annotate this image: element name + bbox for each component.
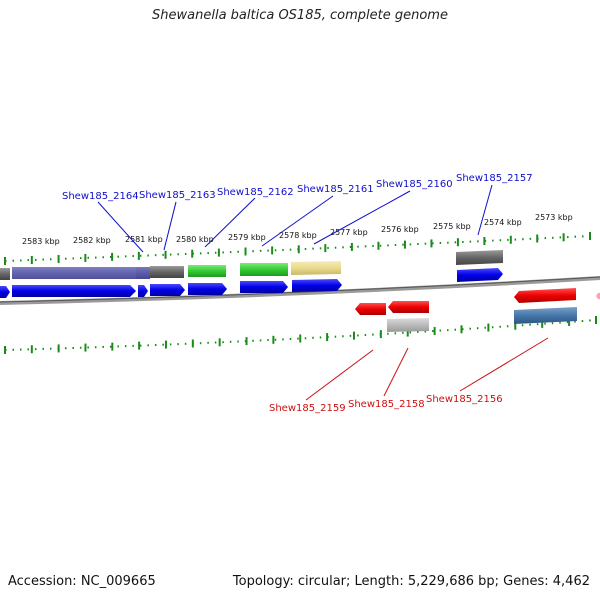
- map-title: Shewanella baltica OS185, complete genom…: [152, 8, 448, 23]
- kbp-label: 2574 kbp: [484, 218, 522, 227]
- reverse-strand-genes: [355, 288, 600, 315]
- forward-gene-arrow[interactable]: [138, 285, 148, 297]
- reverse-gene-arrow[interactable]: [355, 303, 386, 315]
- gene-block[interactable]: [456, 250, 503, 265]
- kbp-label: 2579 kbp: [228, 233, 266, 242]
- forward-strand-genes: [0, 268, 503, 298]
- reverse-gene-arrow[interactable]: [388, 301, 429, 313]
- gene-label[interactable]: Shew185_2160: [376, 179, 453, 190]
- forward-gene-arrow[interactable]: [150, 284, 185, 296]
- gene-label[interactable]: Shew185_2162: [217, 187, 294, 198]
- gene-label[interactable]: Shew185_2159: [269, 403, 346, 414]
- forward-gene-arrow[interactable]: [240, 281, 288, 293]
- gene-block[interactable]: [12, 267, 136, 279]
- kbp-label: 2581 kbp: [125, 235, 163, 244]
- reverse-gene-labels: Shew185_2159 Shew185_2158 Shew185_2156: [269, 394, 503, 414]
- gene-block[interactable]: [514, 307, 577, 324]
- gene-label[interactable]: Shew185_2161: [297, 184, 374, 195]
- kbp-label: 2576 kbp: [381, 225, 419, 234]
- kbp-label: 2582 kbp: [73, 236, 111, 245]
- outer-tick-ruler: [4, 232, 591, 265]
- forward-gene-labels: Shew185_2164 Shew185_2163 Shew185_2162 S…: [62, 173, 533, 202]
- gene-label[interactable]: Shew185_2164: [62, 191, 139, 202]
- accession-label: Accession: NC_009665: [8, 574, 156, 589]
- gene-block[interactable]: [188, 265, 226, 277]
- gene-label[interactable]: Shew185_2158: [348, 399, 425, 410]
- genome-backbone: [0, 276, 600, 305]
- genome-summary: Topology: circular; Length: 5,229,686 bp…: [232, 574, 590, 589]
- gene-block[interactable]: [291, 261, 341, 275]
- forward-feature-row: [0, 250, 503, 280]
- outer-major-ticks: [4, 232, 591, 265]
- forward-gene-arrow[interactable]: [292, 279, 342, 292]
- gene-label[interactable]: Shew185_2163: [139, 190, 216, 201]
- forward-gene-arrow[interactable]: [188, 283, 227, 295]
- reverse-gene-arrow[interactable]: [514, 288, 576, 303]
- gene-label[interactable]: Shew185_2156: [426, 394, 503, 405]
- kbp-label: 2575 kbp: [433, 222, 471, 231]
- gene-block[interactable]: [387, 318, 429, 332]
- forward-label-leaders: [97, 184, 493, 253]
- kbp-label: 2580 kbp: [176, 235, 214, 244]
- forward-gene-arrow[interactable]: [12, 285, 136, 297]
- gene-block[interactable]: [0, 268, 10, 280]
- reverse-feature-row: [387, 307, 577, 332]
- gene-label[interactable]: Shew185_2157: [456, 173, 533, 184]
- kbp-label: 2577 kbp: [330, 228, 368, 237]
- inner-major-ticks: [4, 316, 597, 354]
- forward-gene-arrow[interactable]: [0, 286, 10, 298]
- reverse-label-leaders: [305, 337, 549, 401]
- gene-block[interactable]: [136, 267, 150, 279]
- kbp-label: 2573 kbp: [535, 213, 573, 222]
- genome-backbone-edge: [0, 276, 600, 303]
- gene-block[interactable]: [150, 266, 184, 278]
- kbp-label: 2583 kbp: [22, 237, 60, 246]
- kbp-label: 2578 kbp: [279, 231, 317, 240]
- gene-block[interactable]: [240, 263, 288, 276]
- forward-gene-arrow[interactable]: [457, 268, 503, 282]
- inner-tick-ruler: [4, 316, 597, 354]
- reverse-gene-arrow[interactable]: [596, 293, 600, 299]
- kbp-labels: 2583 kbp 2582 kbp 2581 kbp 2580 kbp 2579…: [22, 213, 573, 246]
